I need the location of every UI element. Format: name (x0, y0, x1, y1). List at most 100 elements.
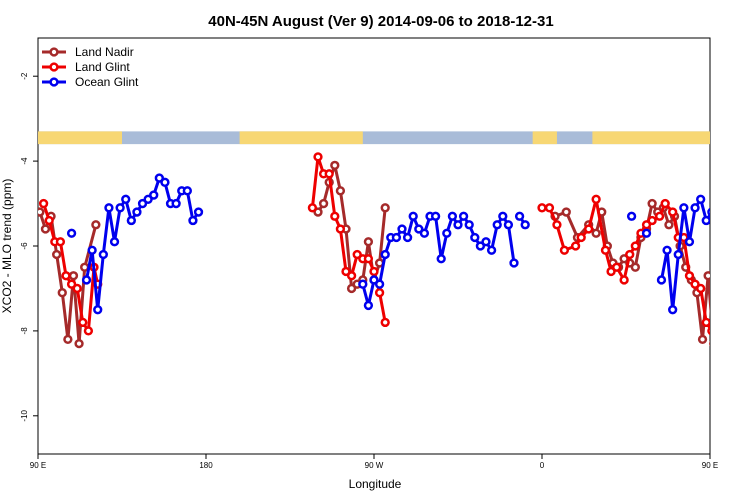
data-point (38, 207, 45, 217)
data-point (38, 198, 49, 209)
data-point (626, 211, 637, 221)
data-point (335, 224, 346, 234)
data-point (374, 288, 385, 298)
data-point (703, 271, 710, 281)
data-point (188, 215, 198, 226)
data-point (380, 317, 390, 328)
data-point (475, 241, 486, 251)
data-point (707, 207, 710, 217)
y-tick-label: -4 (20, 157, 29, 165)
data-point (709, 340, 710, 347)
data-point (87, 245, 97, 255)
data-point (453, 220, 463, 230)
data-point (641, 220, 652, 230)
data-point (544, 203, 555, 213)
x-axis-title: Longitude (349, 477, 402, 491)
legend-label: Land Glint (75, 60, 130, 74)
data-point (664, 220, 674, 230)
data-point (430, 211, 441, 221)
land-band-segment (532, 131, 557, 145)
series-line (660, 197, 710, 312)
data-point (380, 203, 390, 213)
data-point (552, 220, 562, 230)
data-point (341, 266, 351, 277)
data-point (720, 281, 727, 288)
data-point (91, 220, 101, 230)
data-point (727, 221, 734, 228)
legend-swatch-marker (49, 77, 59, 87)
data-point (630, 241, 640, 251)
land-band-segment (38, 131, 122, 145)
x-tick-label: 90 W (365, 461, 384, 470)
data-point (126, 215, 136, 226)
data-point (132, 207, 142, 217)
x-tick-label: 0 (540, 461, 545, 470)
data-point (673, 249, 683, 260)
data-point (104, 203, 114, 213)
x-tick-label: 90 E (30, 461, 46, 470)
data-point (697, 334, 708, 345)
data-point (679, 203, 689, 213)
data-point (369, 275, 379, 285)
data-point (66, 279, 77, 289)
data-point (330, 211, 340, 221)
series-line (310, 155, 387, 323)
data-point (570, 241, 581, 251)
data-point (149, 190, 159, 200)
data-point (72, 283, 82, 294)
data-point (363, 300, 374, 311)
series-land-glint (38, 152, 727, 336)
data-point (701, 215, 710, 226)
series-ocean-glint (66, 173, 710, 315)
legend-swatch-marker (49, 62, 59, 72)
data-point (630, 262, 640, 272)
data-point (335, 186, 346, 196)
legend-swatch-marker (49, 47, 59, 57)
data-point (408, 211, 418, 221)
data-point (78, 317, 88, 328)
data-point (481, 237, 491, 247)
data-point (591, 228, 601, 238)
data-point (470, 232, 480, 243)
data-point (647, 215, 657, 226)
data-point (74, 338, 84, 349)
y-tick-label: -8 (20, 327, 29, 335)
data-point (115, 203, 125, 213)
data-point (509, 258, 519, 268)
data-point (352, 249, 362, 260)
data-point (121, 194, 131, 204)
data-point (346, 271, 357, 281)
data-point (182, 186, 192, 196)
data-point (647, 198, 657, 209)
data-point (307, 203, 318, 213)
data-point (561, 207, 571, 217)
data-point (137, 198, 148, 209)
data-point (154, 173, 164, 183)
data-point (318, 198, 329, 209)
data-point (600, 245, 611, 255)
data-point (656, 275, 667, 285)
data-point (606, 266, 616, 277)
series-line (361, 214, 516, 307)
y-tick-label: -6 (20, 242, 29, 250)
y-axis-title: XCO2 - MLO trend (ppm) (0, 179, 14, 314)
land-band-segment (592, 131, 710, 145)
data-point (93, 305, 103, 315)
data-point (363, 237, 374, 247)
data-point (660, 198, 670, 209)
data-point (313, 152, 323, 162)
series-line (85, 176, 200, 312)
data-point (576, 232, 586, 243)
data-point (44, 215, 54, 226)
data-point (397, 224, 407, 234)
data-point (52, 249, 62, 260)
data-point (358, 279, 368, 289)
data-point (419, 228, 430, 238)
data-point (63, 334, 73, 345)
data-point (363, 254, 374, 264)
data-point (330, 160, 340, 170)
data-point (66, 228, 77, 238)
